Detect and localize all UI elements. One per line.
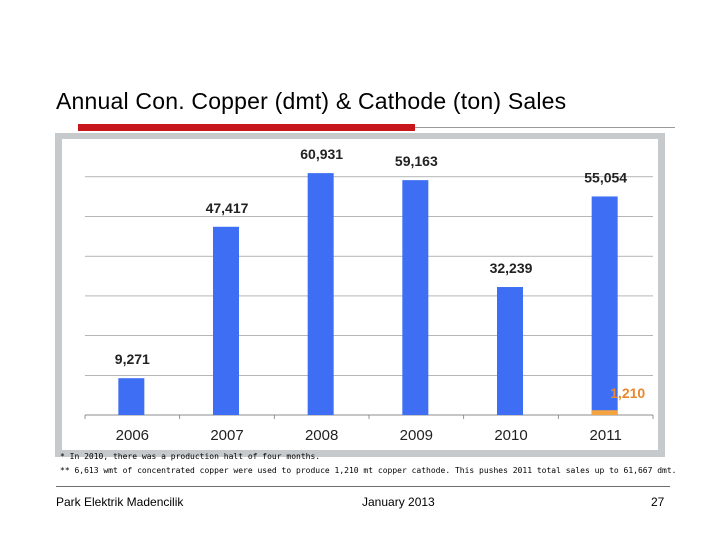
bar-concentrate-2007 (213, 226, 239, 415)
data-label-concentrate-2007: 47,417 (206, 200, 249, 216)
footer-date: January 2013 (362, 495, 435, 509)
title-divider-line (415, 127, 675, 128)
data-label-concentrate-2010: 32,239 (490, 260, 533, 276)
x-tick-label-2009: 2009 (400, 427, 433, 444)
x-tick-label-2011: 2011 (590, 427, 622, 444)
page-number: 27 (651, 495, 665, 509)
title-accent-bar (78, 124, 415, 131)
bar-concentrate-2009 (402, 180, 429, 415)
bar-concentrate-2010 (497, 287, 523, 415)
bar-concentrate-2008 (307, 173, 334, 415)
footer-company: Park Elektrik Madencilik (56, 495, 184, 509)
chart-panel: 9,271 2006 47,417 2007 60,931 2008 59,163 2009 3… (55, 133, 665, 457)
data-label-concentrate-2009: 59,163 (395, 153, 438, 169)
bar-chart: 9,271 2006 47,417 2007 60,931 2008 59,163 2009 3… (62, 139, 658, 450)
bar-cathode-2011 (591, 410, 618, 415)
data-label-concentrate-2011: 55,054 (584, 169, 627, 185)
x-tick-label-2010: 2010 (494, 427, 527, 444)
data-label-cathode-2011: 1,210 (610, 385, 645, 401)
x-tick-label-2006: 2006 (116, 427, 149, 444)
footnote-cathode-conversion: ** 6,613 wmt of concentrated copper were… (60, 466, 677, 475)
x-tick-label-2007: 2007 (210, 427, 243, 444)
x-tick-label-2008: 2008 (305, 427, 338, 444)
data-label-concentrate-2006: 9,271 (115, 351, 150, 367)
slide-title: Annual Con. Copper (dmt) & Cathode (ton)… (56, 88, 567, 114)
footnote-production-halt: * In 2010, there was a production halt o… (60, 452, 321, 461)
bar-concentrate-2006 (118, 378, 145, 415)
data-label-concentrate-2008: 60,931 (300, 146, 343, 162)
bar-concentrate-2011 (591, 196, 618, 415)
footer-divider-line (56, 486, 670, 487)
plot-area (62, 139, 658, 450)
